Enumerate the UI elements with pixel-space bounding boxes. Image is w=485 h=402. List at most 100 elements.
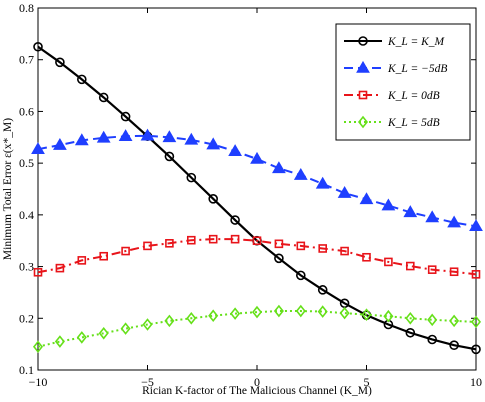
data-point — [427, 313, 438, 327]
series-line — [37, 134, 477, 228]
data-point — [295, 270, 306, 281]
x-tick-label: 5 — [364, 375, 370, 389]
legend-label: K_L = 0dB — [387, 90, 440, 102]
data-point — [55, 263, 65, 273]
x-tick-label: −5 — [141, 375, 154, 389]
data-point — [120, 111, 131, 122]
x-axis-label: Rician K-factor of The Malicious Channel… — [142, 385, 372, 397]
series-3 — [33, 234, 481, 279]
x-tick-label: 0 — [254, 375, 260, 389]
data-point — [447, 215, 461, 228]
series-layer — [31, 41, 483, 355]
data-point — [53, 137, 67, 150]
x-tick-label: −10 — [29, 375, 48, 389]
data-point — [293, 167, 308, 180]
data-point — [54, 335, 65, 348]
data-point — [337, 186, 352, 198]
axis-ticks: −10 −5 0 5 10 0.1 0.2 0.3 0.4 0.5 0.6 0.7 0.8 — [19, 1, 482, 389]
y-tick-label: 0.3 — [19, 260, 34, 274]
legend-marker — [356, 60, 370, 73]
data-point — [31, 142, 45, 154]
data-point — [296, 241, 306, 251]
legend-item: K_L = K_M — [344, 36, 446, 48]
y-tick-label: 0.5 — [19, 156, 34, 170]
series-line — [37, 238, 477, 276]
data-point — [140, 128, 155, 141]
data-point — [208, 234, 218, 244]
data-point — [98, 92, 109, 103]
data-point — [98, 327, 109, 340]
data-point — [165, 239, 174, 248]
data-point — [359, 192, 374, 205]
data-point — [381, 198, 396, 211]
data-point — [33, 41, 43, 52]
data-point — [362, 252, 371, 262]
data-point — [449, 267, 459, 277]
data-point — [250, 151, 264, 164]
y-tick-label: 0.4 — [19, 208, 34, 222]
data-point — [383, 309, 394, 323]
y-tick-label: 0.8 — [19, 1, 34, 15]
legend-label: K_L = −5dB — [387, 63, 447, 75]
data-point — [186, 172, 197, 183]
data-point — [99, 251, 108, 261]
data-point — [403, 205, 418, 218]
data-point — [251, 305, 263, 319]
data-point — [295, 304, 306, 318]
data-point — [405, 261, 415, 271]
data-point — [187, 235, 196, 245]
x-tick-label: 10 — [470, 375, 482, 389]
legend: K_L = K_M K_L = −5dB K_L = 0dB K_L = 5dB — [335, 23, 471, 141]
data-point — [96, 130, 111, 143]
data-point — [55, 57, 65, 68]
data-point — [186, 312, 197, 325]
data-point — [208, 309, 219, 322]
legend-label: K_L = 5dB — [387, 117, 440, 129]
data-point — [469, 219, 483, 232]
series-2 — [31, 128, 483, 232]
data-point — [32, 340, 44, 354]
data-point — [470, 315, 482, 329]
data-point — [230, 234, 240, 244]
data-point — [340, 246, 349, 256]
data-point — [164, 314, 175, 328]
data-point — [449, 314, 460, 328]
legend-marker — [357, 115, 369, 129]
data-point — [384, 257, 393, 267]
legend-marker — [358, 90, 368, 100]
data-point — [361, 308, 372, 321]
data-point — [252, 236, 262, 246]
legend-box — [335, 23, 471, 141]
data-point — [425, 210, 440, 223]
legend-marker — [358, 36, 368, 46]
data-point — [272, 161, 286, 174]
data-point — [120, 322, 131, 335]
legend-item: K_L = 5dB — [344, 115, 440, 129]
data-point — [206, 137, 221, 150]
data-point — [77, 256, 87, 265]
data-point — [427, 265, 437, 274]
data-point — [208, 194, 218, 204]
data-point — [405, 312, 416, 325]
data-point — [228, 144, 242, 157]
legend-item: K_L = −5dB — [344, 60, 447, 75]
data-point — [315, 176, 330, 189]
data-point — [273, 304, 284, 318]
y-tick-label: 0.6 — [19, 104, 34, 118]
y-tick-label: 0.7 — [19, 53, 34, 67]
series-4 — [32, 304, 482, 354]
data-point — [184, 132, 199, 145]
data-point — [143, 241, 152, 251]
data-point — [317, 285, 328, 295]
data-point — [274, 239, 284, 249]
data-point — [427, 334, 438, 345]
data-point — [164, 151, 175, 162]
y-tick-label: 0.2 — [19, 311, 34, 325]
data-point — [274, 253, 284, 264]
data-point — [33, 267, 43, 277]
data-point — [230, 307, 241, 320]
data-point — [142, 318, 153, 331]
data-point — [405, 327, 416, 338]
